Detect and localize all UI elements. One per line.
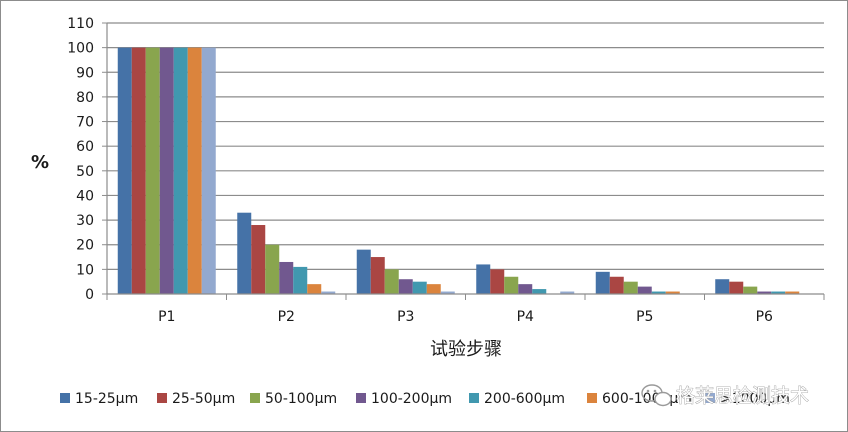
- bar: [237, 212, 252, 294]
- bar: [532, 289, 547, 294]
- x-tick-label: P3: [397, 309, 414, 325]
- y-tick-label: 80: [76, 90, 94, 106]
- bar: [412, 281, 427, 294]
- bar: [623, 281, 638, 294]
- bar: [440, 291, 455, 294]
- bar: [637, 286, 652, 294]
- legend-label: 25-50μm: [172, 391, 235, 407]
- bars: [117, 47, 800, 294]
- bar: [757, 291, 772, 294]
- x-tick-label: P1: [158, 309, 175, 325]
- bar: [785, 291, 800, 294]
- bar: [595, 271, 610, 294]
- bar: [117, 47, 132, 294]
- legend-label: 50-100μm: [265, 391, 337, 407]
- y-tick-label: 110: [67, 16, 94, 32]
- bar: [265, 244, 280, 294]
- legend-swatch: [250, 393, 260, 403]
- bar: [729, 281, 744, 294]
- y-tick-label: 70: [76, 115, 94, 131]
- y-tick-label: 60: [76, 139, 94, 155]
- watermark-text: 格莱思检测技术: [676, 385, 809, 407]
- y-tick-label: 100: [67, 41, 94, 57]
- bar: [490, 269, 505, 294]
- bar: [743, 286, 758, 294]
- bar: [665, 291, 680, 294]
- bar: [356, 249, 371, 294]
- bar: [321, 291, 336, 294]
- bar: [651, 291, 666, 294]
- y-axis-ticks: 0 10 20 30 40 50 60 70 80 90 100 110: [67, 16, 107, 303]
- x-axis-label: 试验步骤: [430, 339, 502, 360]
- y-tick-label: 10: [76, 262, 94, 278]
- legend-label: 200-600μm: [484, 391, 565, 407]
- x-tick-label: P6: [756, 309, 773, 325]
- bar: [504, 276, 519, 294]
- bar: [131, 47, 146, 294]
- y-tick-label: 50: [76, 164, 94, 180]
- legend-swatch: [469, 393, 479, 403]
- wechat-icon: [641, 384, 672, 407]
- bar: [426, 284, 441, 294]
- bar: [251, 225, 266, 294]
- bar: [560, 291, 575, 294]
- bar: [370, 257, 385, 294]
- legend-swatch: [356, 393, 366, 403]
- y-tick-label: 40: [76, 188, 94, 204]
- bar: [307, 284, 322, 294]
- bar: [771, 291, 786, 294]
- bar: [187, 47, 202, 294]
- x-tick-label: P2: [278, 309, 295, 325]
- watermark: 格莱思检测技术: [641, 384, 809, 407]
- y-tick-label: 20: [76, 238, 94, 254]
- bar: [609, 276, 624, 294]
- bar: [384, 269, 399, 294]
- y-tick-label: 30: [76, 213, 94, 229]
- y-tick-label: 90: [76, 65, 94, 81]
- bar: [159, 47, 174, 294]
- x-tick-label: P5: [636, 309, 653, 325]
- bar: [201, 47, 216, 294]
- legend-label: 15-25μm: [75, 391, 138, 407]
- bar: [398, 279, 413, 294]
- bar: [518, 284, 533, 294]
- y-axis-label: %: [31, 152, 49, 173]
- legend-label: 100-200μm: [371, 391, 452, 407]
- gridlines: [107, 22, 824, 270]
- legend-swatch: [157, 393, 167, 403]
- x-axis: P1 P2 P3 P4 P5 P6: [106, 23, 825, 325]
- y-tick-label: 0: [85, 287, 94, 303]
- bar: [173, 47, 188, 294]
- bar: [279, 261, 294, 294]
- bar: [476, 264, 491, 294]
- bar: [145, 47, 160, 294]
- x-tick-label: P4: [517, 309, 534, 325]
- bar: [715, 279, 730, 294]
- legend-swatch: [705, 393, 715, 403]
- legend-swatch: [60, 393, 70, 403]
- legend-swatch: [587, 393, 597, 403]
- bar: [293, 266, 308, 294]
- legend-label: >1000μm: [720, 391, 790, 407]
